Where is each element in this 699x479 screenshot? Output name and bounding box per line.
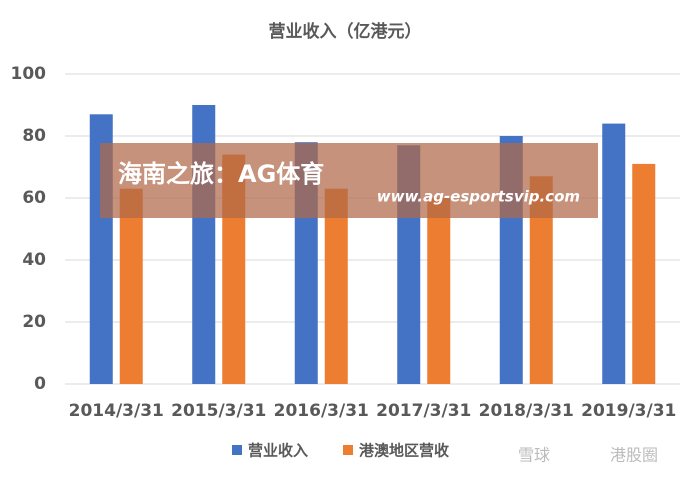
x-tick-label: 2018/3/31 bbox=[479, 401, 574, 421]
bar bbox=[529, 176, 553, 384]
banner-headline: 海南之旅：AG体育 bbox=[118, 160, 324, 188]
x-tick-label: 2014/3/31 bbox=[69, 401, 164, 421]
bar bbox=[602, 123, 626, 384]
legend-swatch bbox=[232, 445, 242, 455]
y-tick-label: 100 bbox=[11, 64, 47, 84]
banner bbox=[100, 143, 598, 218]
bar bbox=[427, 198, 451, 384]
y-tick-label: 40 bbox=[22, 250, 46, 270]
x-tick-label: 2019/3/31 bbox=[581, 401, 676, 421]
bar bbox=[119, 188, 143, 384]
chart-title: 营业收入（亿港元） bbox=[269, 21, 422, 42]
watermark: 港股圈 bbox=[610, 446, 658, 465]
y-tick-label: 80 bbox=[22, 126, 46, 146]
banner-url: www.ag-esportsvip.com bbox=[377, 188, 580, 206]
y-tick-label: 20 bbox=[22, 312, 46, 332]
x-tick-label: 2016/3/31 bbox=[274, 401, 369, 421]
bar bbox=[324, 188, 348, 384]
x-tick-label: 2017/3/31 bbox=[376, 401, 471, 421]
legend-swatch bbox=[343, 445, 353, 455]
watermark: 雪球 bbox=[518, 446, 550, 465]
legend-label: 营业收入 bbox=[248, 442, 308, 460]
bar bbox=[632, 163, 656, 384]
x-tick-label: 2015/3/31 bbox=[171, 401, 266, 421]
legend-label: 港澳地区营收 bbox=[359, 442, 449, 460]
y-tick-label: 0 bbox=[34, 374, 46, 394]
y-tick-label: 60 bbox=[22, 188, 46, 208]
overlay-banner: 海南之旅：AG体育 www.ag-esportsvip.com bbox=[100, 143, 598, 218]
